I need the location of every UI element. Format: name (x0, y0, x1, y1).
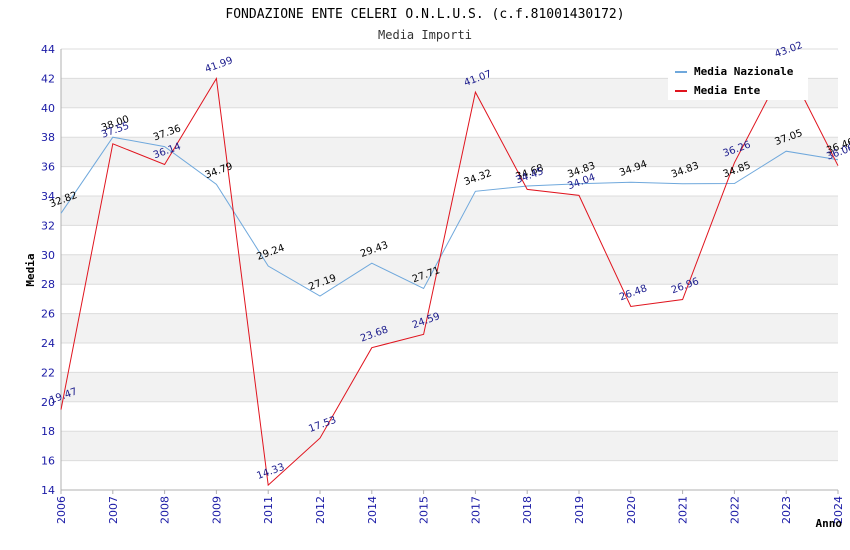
y-axis-ticks: 14 16 18 20 22 24 26 28 30 32 34 36 38 40 42 44 (41, 43, 55, 497)
y-tick-label: 26 (41, 308, 55, 321)
x-tick-label: 2014 (366, 496, 379, 524)
plot-band (61, 196, 838, 226)
x-tick-label: 2019 (573, 496, 586, 524)
y-tick-label: 24 (41, 337, 55, 350)
data-label: 26.48 (618, 283, 649, 303)
y-tick-label: 44 (41, 43, 55, 56)
plot-band (61, 431, 838, 461)
y-axis-label: Media (24, 253, 37, 286)
x-tick-label: 2006 (55, 496, 68, 524)
plot-band (61, 313, 838, 343)
y-tick-label: 38 (41, 131, 55, 144)
series-line-0 (60, 136, 839, 297)
x-axis-label: Anno (816, 517, 843, 530)
axes (60, 49, 838, 491)
x-tick-label: 2017 (469, 496, 482, 524)
data-label: 41.99 (204, 55, 235, 75)
x-tick-label: 2009 (210, 496, 223, 524)
x-tick-label: 2015 (418, 496, 431, 524)
y-tick-label: 30 (41, 249, 55, 262)
data-label: 34.32 (463, 168, 494, 188)
x-tick-label: 2011 (262, 496, 275, 524)
plot-band (61, 254, 838, 285)
x-tick-label: 2008 (159, 496, 172, 524)
y-tick-label: 34 (41, 190, 55, 203)
legend-entry: Media Ente (694, 84, 761, 97)
y-tick-label: 16 (41, 455, 55, 468)
legend-entry: Media Nazionale (694, 65, 794, 78)
x-tick-label: 2023 (780, 496, 793, 524)
plot-band (61, 137, 838, 167)
y-tick-label: 42 (41, 72, 55, 85)
y-tick-label: 40 (41, 102, 55, 115)
x-tick-label: 2012 (314, 496, 327, 524)
x-tick-label: 2024 (832, 496, 845, 524)
plot-bands (61, 78, 838, 461)
legend: Media Nazionale Media Ente (668, 60, 808, 100)
y-tick-label: 18 (41, 425, 55, 438)
data-label: 43.02 (773, 40, 804, 60)
y-tick-label: 22 (41, 366, 55, 379)
x-tick-label: 2021 (677, 496, 690, 524)
y-tick-label: 36 (41, 161, 55, 174)
y-tick-label: 14 (41, 484, 55, 497)
x-tick-label: 2007 (107, 496, 120, 524)
series-lines (60, 62, 839, 487)
gridlines (61, 48, 838, 491)
plot-band (61, 372, 838, 402)
series-line-1 (60, 62, 839, 487)
x-tick-label: 2018 (521, 496, 534, 524)
x-axis-ticks: 2006 2007 2008 2009 2011 2012 2014 2015 2017 2018… (55, 490, 845, 524)
chart-subtitle: Media Importi (378, 28, 472, 42)
data-label: 14.33 (255, 462, 286, 482)
y-tick-label: 32 (41, 219, 55, 232)
y-tick-label: 20 (41, 396, 55, 409)
y-tick-label: 28 (41, 278, 55, 291)
legend-box (668, 60, 808, 100)
x-tick-label: 2020 (625, 496, 638, 524)
x-tick-label: 2022 (728, 496, 741, 524)
chart-title: FONDAZIONE ENTE CELERI O.N.L.U.S. (c.f.8… (225, 7, 624, 22)
